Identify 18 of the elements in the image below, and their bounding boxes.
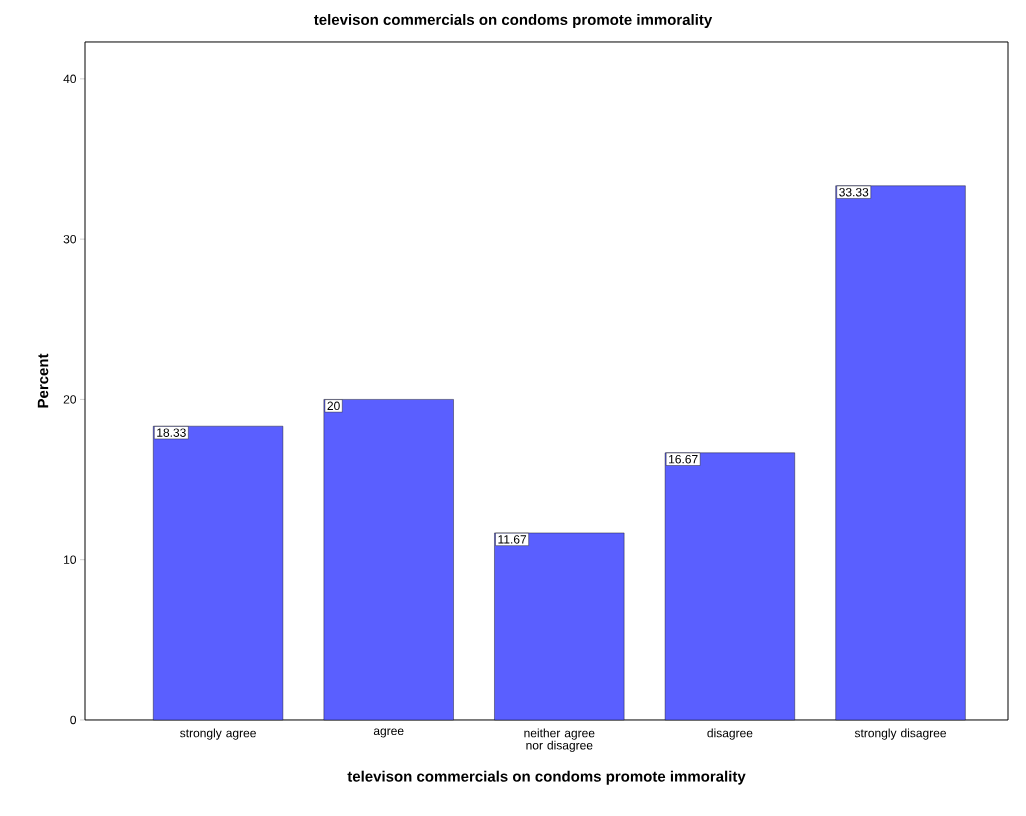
x-tick-label: agree (373, 728, 404, 738)
x-tick-label: strongly disagree (854, 728, 946, 740)
chart-title: televison commercials on condoms promote immorality (313, 13, 713, 28)
data-label: 20 (327, 401, 340, 411)
x-axis-title: televison commercials on condoms promote immorality (347, 770, 746, 785)
data-label: 16.67 (669, 454, 698, 464)
y-tick-label: 40 (63, 74, 77, 84)
y-tick-label: 20 (63, 395, 77, 404)
data-label: 11.67 (498, 535, 527, 544)
y-tick-label: 30 (63, 234, 77, 244)
y-axis-title: Percent (37, 353, 49, 408)
y-tick-label: 10 (64, 555, 77, 564)
data-label: 18.33 (157, 428, 186, 437)
x-tick-label: strongly agree (180, 728, 256, 740)
y-tick-label: 0 (70, 715, 77, 725)
x-tick-label: neither agree nor disagree (524, 728, 595, 752)
data-label: 33.33 (839, 187, 869, 197)
x-tick-label: disagree (707, 728, 753, 740)
